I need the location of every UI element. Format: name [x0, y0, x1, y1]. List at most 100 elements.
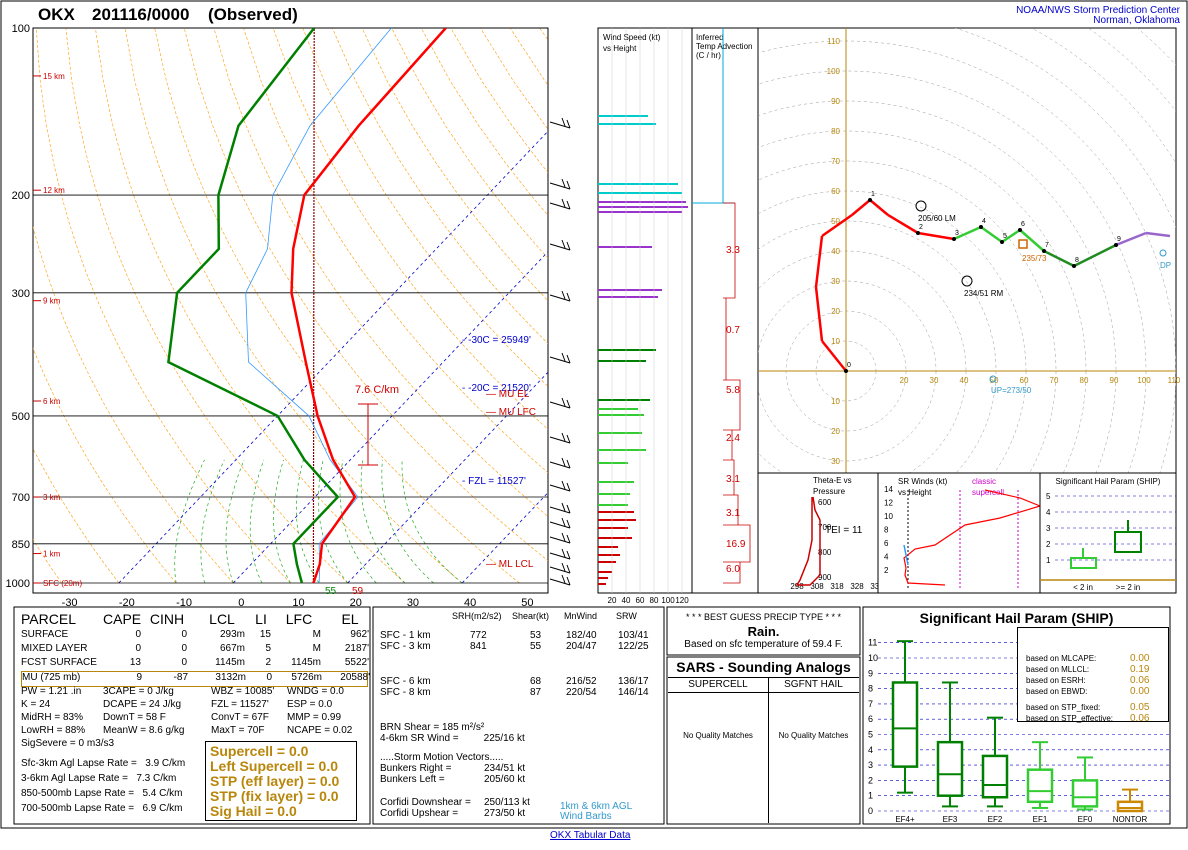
parcel-cell: 15 — [259, 629, 271, 640]
stp-title-box: Significant Hail Param (SHIP) — [864, 608, 1169, 626]
hodo-marker — [844, 369, 848, 373]
thetae-y-tick: 700 — [818, 523, 832, 532]
hodo-segment — [821, 213, 853, 238]
storm-motion-title: .....Storm Motion Vectors..... — [380, 752, 504, 763]
hodo-x-tick: 100 — [1137, 376, 1151, 385]
index-value: LowRH = 88% — [21, 725, 86, 736]
hodograph-panel: 20 30 40 50 60 70 80 90 100 110110100908070605040… — [757, 27, 1181, 474]
severe-param: STP (eff layer) = 0.0 — [210, 773, 340, 789]
prob-row: based on EBWD: 0.00 — [1018, 686, 1168, 698]
wind-barb-flag — [561, 432, 566, 442]
parcel-cell: 0 — [181, 643, 187, 654]
hodo-y-tick: 10 — [831, 337, 840, 346]
ml-lcl-label: — ML LCL — [486, 559, 534, 570]
isotherm — [118, 130, 548, 584]
kin-header: SRH(m2/s2) — [452, 611, 502, 621]
moist-adiabat — [401, 459, 463, 584]
sars-supercell-none: No Quality Matches — [683, 731, 753, 740]
sr-y-tick: 8 — [884, 526, 889, 535]
advection-frame — [691, 27, 759, 594]
hodo-x-tick: 30 — [930, 376, 939, 385]
wind-barb-flag — [561, 574, 566, 584]
prob-row: based on MLCAPE: 0.00 — [1018, 653, 1168, 665]
motion-value: 273/50 kt — [484, 808, 526, 819]
kin-row: SFC - 8 km 87 220/54 146/14 — [380, 687, 660, 698]
sr-title-2: vs Height — [898, 488, 932, 497]
wind-barb-flag — [566, 292, 571, 302]
wind-barb-flag — [561, 480, 566, 490]
kin-cell: 182/40 — [566, 630, 597, 641]
height-label: 1 km — [43, 550, 61, 559]
wind-barb — [549, 401, 571, 409]
pressure-label: 500 — [12, 411, 30, 423]
center-name: NOAA/NWS Storm Prediction Center — [1016, 5, 1181, 16]
isotherm — [232, 251, 548, 584]
kin-cell: 204/47 — [566, 641, 597, 652]
thetae-trace — [795, 496, 821, 586]
hodo-neg-tick: 10 — [831, 397, 840, 406]
prob-row-label: based on STP_fixed: — [1026, 703, 1101, 712]
hodo-marker-label: 3 — [955, 230, 959, 237]
center-location: Norman, Oklahoma — [1093, 15, 1180, 26]
hodo-y-tick: 110 — [827, 37, 840, 46]
sr-winds-panel: SR Winds (kt) vs Height classic supercell 14… — [877, 472, 1042, 594]
pressure-label: 850 — [12, 539, 30, 551]
tabular-data-link[interactable]: OKX Tabular Data — [550, 830, 631, 841]
sr-y-tick: 12 — [884, 499, 893, 508]
parcel-cell: -87 — [173, 672, 188, 683]
parcel-header: EL — [341, 611, 359, 627]
thetae-x-tick: 308 — [810, 582, 824, 591]
parcel-cell: 1145m — [291, 657, 321, 668]
index-value: WNDG = 0.0 — [287, 686, 344, 697]
parcel-panel-border — [13, 606, 371, 825]
hodo-x-tick: 40 — [960, 376, 969, 385]
height-label: SFC (20m) — [43, 579, 82, 588]
hodo-segment — [1073, 243, 1117, 268]
ws-tick: 120 — [675, 596, 689, 605]
kin-cell: 136/17 — [618, 676, 649, 687]
isotherm — [347, 371, 548, 584]
barb-label-2: Wind Barbs — [560, 811, 612, 822]
advection-value: 6.0 — [726, 564, 740, 575]
temp-tick-label: -10 — [176, 597, 192, 609]
parcel-cell: 0 — [135, 629, 141, 640]
index-value: K = 24 — [21, 699, 51, 710]
hodo-marker-label: 1 — [871, 191, 875, 198]
precip-title: * * * BEST GUESS PRECIP TYPE * * * — [685, 612, 842, 622]
datetime-title: 201116/0000 — [92, 5, 189, 24]
index-value: PW = 1.21 .in — [21, 686, 82, 697]
thetae-title-1: Theta-E vs — [813, 476, 852, 485]
stp-y-tick: 11 — [868, 638, 877, 648]
hodo-x-tick: 110 — [1168, 376, 1181, 385]
status-title: (Observed) — [208, 5, 298, 24]
kin-cell: SFC - 8 km — [380, 687, 431, 698]
wind-barb — [549, 182, 571, 190]
hodo-y-tick: 30 — [831, 277, 840, 286]
sars-panel: SARS - Sounding Analogs SUPERCELL SGFNT … — [668, 658, 859, 823]
ws-tick: 20 — [608, 596, 617, 605]
index-value: DCAPE = 24 J/kg — [103, 699, 182, 710]
parcel-cell: SURFACE — [21, 629, 69, 640]
index-value: SigSevere = 0 m3/s3 — [21, 738, 115, 749]
skewt-chart: 100 200 300 500 700 850 1000 -30 -20 -10 0 10 20 30 40… — [6, 23, 549, 609]
parcel-cell: 2 — [265, 657, 271, 668]
ship-category: >= 2 in — [1116, 583, 1140, 592]
stp-box — [891, 681, 919, 768]
wbz20-label: - -20C = 21520' — [462, 383, 531, 394]
kin-cell: 772 — [470, 630, 487, 641]
pressure-label: 1000 — [6, 578, 30, 590]
pressure-label: 200 — [12, 190, 30, 202]
hodo-segment — [980, 225, 1003, 244]
hodo-y-tick: 40 — [831, 247, 840, 256]
thetae-x-tick: 328 — [850, 582, 864, 591]
pressure-label: 700 — [12, 492, 30, 504]
lapse-rate: Sfc-3km Agl Lapse Rate = 3.9 C/km — [21, 758, 186, 769]
kin-row: SFC - 6 km 68 216/52 136/17 — [380, 676, 660, 687]
dewpoint-profile — [167, 28, 340, 584]
motion-label: Corfidi Upshear = — [380, 808, 459, 819]
parcel-header: LI — [255, 611, 267, 627]
parcel-cell: 13 — [129, 657, 141, 668]
mean-wind-label: 235/73 — [1022, 254, 1047, 263]
hodo-marker-label: 7 — [1045, 242, 1049, 249]
ship-frame — [1039, 472, 1177, 594]
